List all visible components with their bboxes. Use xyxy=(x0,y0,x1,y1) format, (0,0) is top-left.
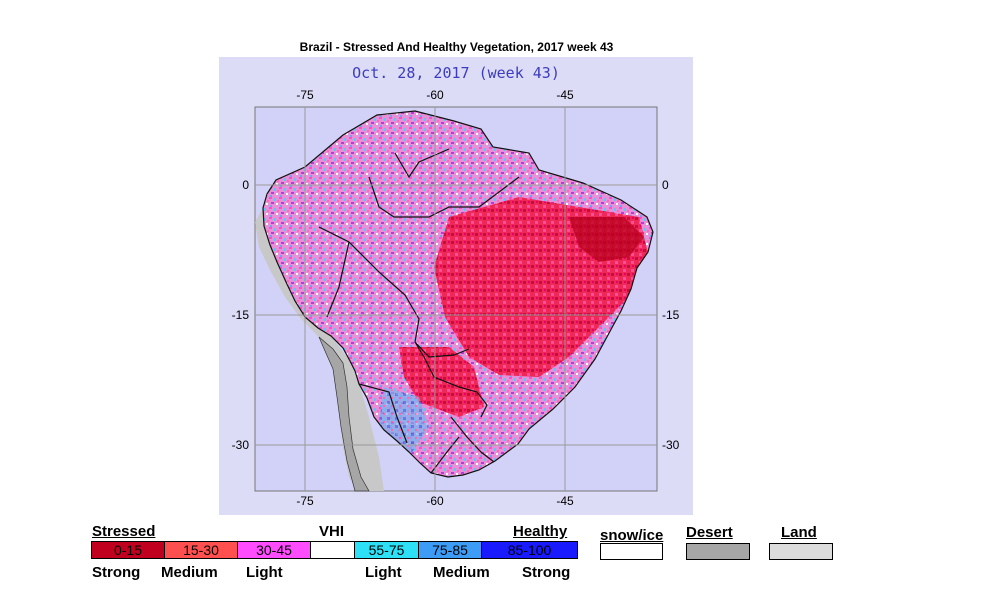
legend-strong-healthy: Strong xyxy=(522,564,571,581)
legend-bin-0-15: 0-15 xyxy=(91,541,165,559)
legend-healthy-label: Healthy xyxy=(513,523,568,540)
vhi-map: Oct. 28, 2017 (week 43) -75 -60 -45 -75 … xyxy=(232,64,680,508)
lat-tick-left-3: -30 xyxy=(232,438,250,452)
stress-south xyxy=(399,347,484,417)
legend-light-stressed: Light xyxy=(246,564,283,581)
map-title: Brazil - Stressed And Healthy Vegetation… xyxy=(299,40,614,54)
legend-bin-55-75: 55-75 xyxy=(354,541,419,559)
lat-tick-right-3: -30 xyxy=(662,438,680,452)
legend-bin-75-85: 75-85 xyxy=(418,541,482,559)
legend-land-label: Land xyxy=(781,524,817,541)
lat-tick-right-2: -15 xyxy=(662,308,680,322)
legend-desert-label: Desert xyxy=(686,524,733,541)
lat-tick-right-1: 0 xyxy=(662,178,669,192)
legend-medium-healthy: Medium xyxy=(433,564,490,581)
map-date-label: Oct. 28, 2017 (week 43) xyxy=(352,64,560,82)
legend-snow-ice-label: snow/ice xyxy=(600,527,664,544)
vhi-map-panel: Oct. 28, 2017 (week 43) -75 -60 -45 -75 … xyxy=(219,57,693,515)
lon-tick-bottom-2: -60 xyxy=(426,494,444,508)
legend-desert-swatch xyxy=(686,543,750,560)
legend-strong-stressed: Strong xyxy=(92,564,141,581)
legend-bin-45-55 xyxy=(310,541,355,559)
lon-tick-top-3: -45 xyxy=(556,88,574,102)
strong-stress-ne xyxy=(569,217,644,262)
legend-vhi-label: VHI xyxy=(319,523,345,540)
lon-tick-bottom-3: -45 xyxy=(556,494,574,508)
legend-light-healthy: Light xyxy=(365,564,402,581)
andes-land xyxy=(255,208,384,491)
legend-bin-85-100: 85-100 xyxy=(481,541,578,559)
legend-stressed-label: Stressed xyxy=(92,523,156,540)
lat-tick-left-1: 0 xyxy=(242,178,249,192)
legend-bin-30-45: 30-45 xyxy=(237,541,311,559)
atacama-desert xyxy=(318,336,370,492)
legend-land-swatch xyxy=(769,543,833,560)
lon-tick-top-1: -75 xyxy=(296,88,314,102)
legend-snow-ice-swatch xyxy=(600,543,663,560)
lat-tick-left-2: -15 xyxy=(232,308,250,322)
legend-medium-stressed: Medium xyxy=(161,564,218,581)
graticule xyxy=(255,107,657,491)
lon-tick-top-2: -60 xyxy=(426,88,444,102)
lon-tick-bottom-1: -75 xyxy=(296,494,314,508)
legend-bin-15-30: 15-30 xyxy=(164,541,238,559)
